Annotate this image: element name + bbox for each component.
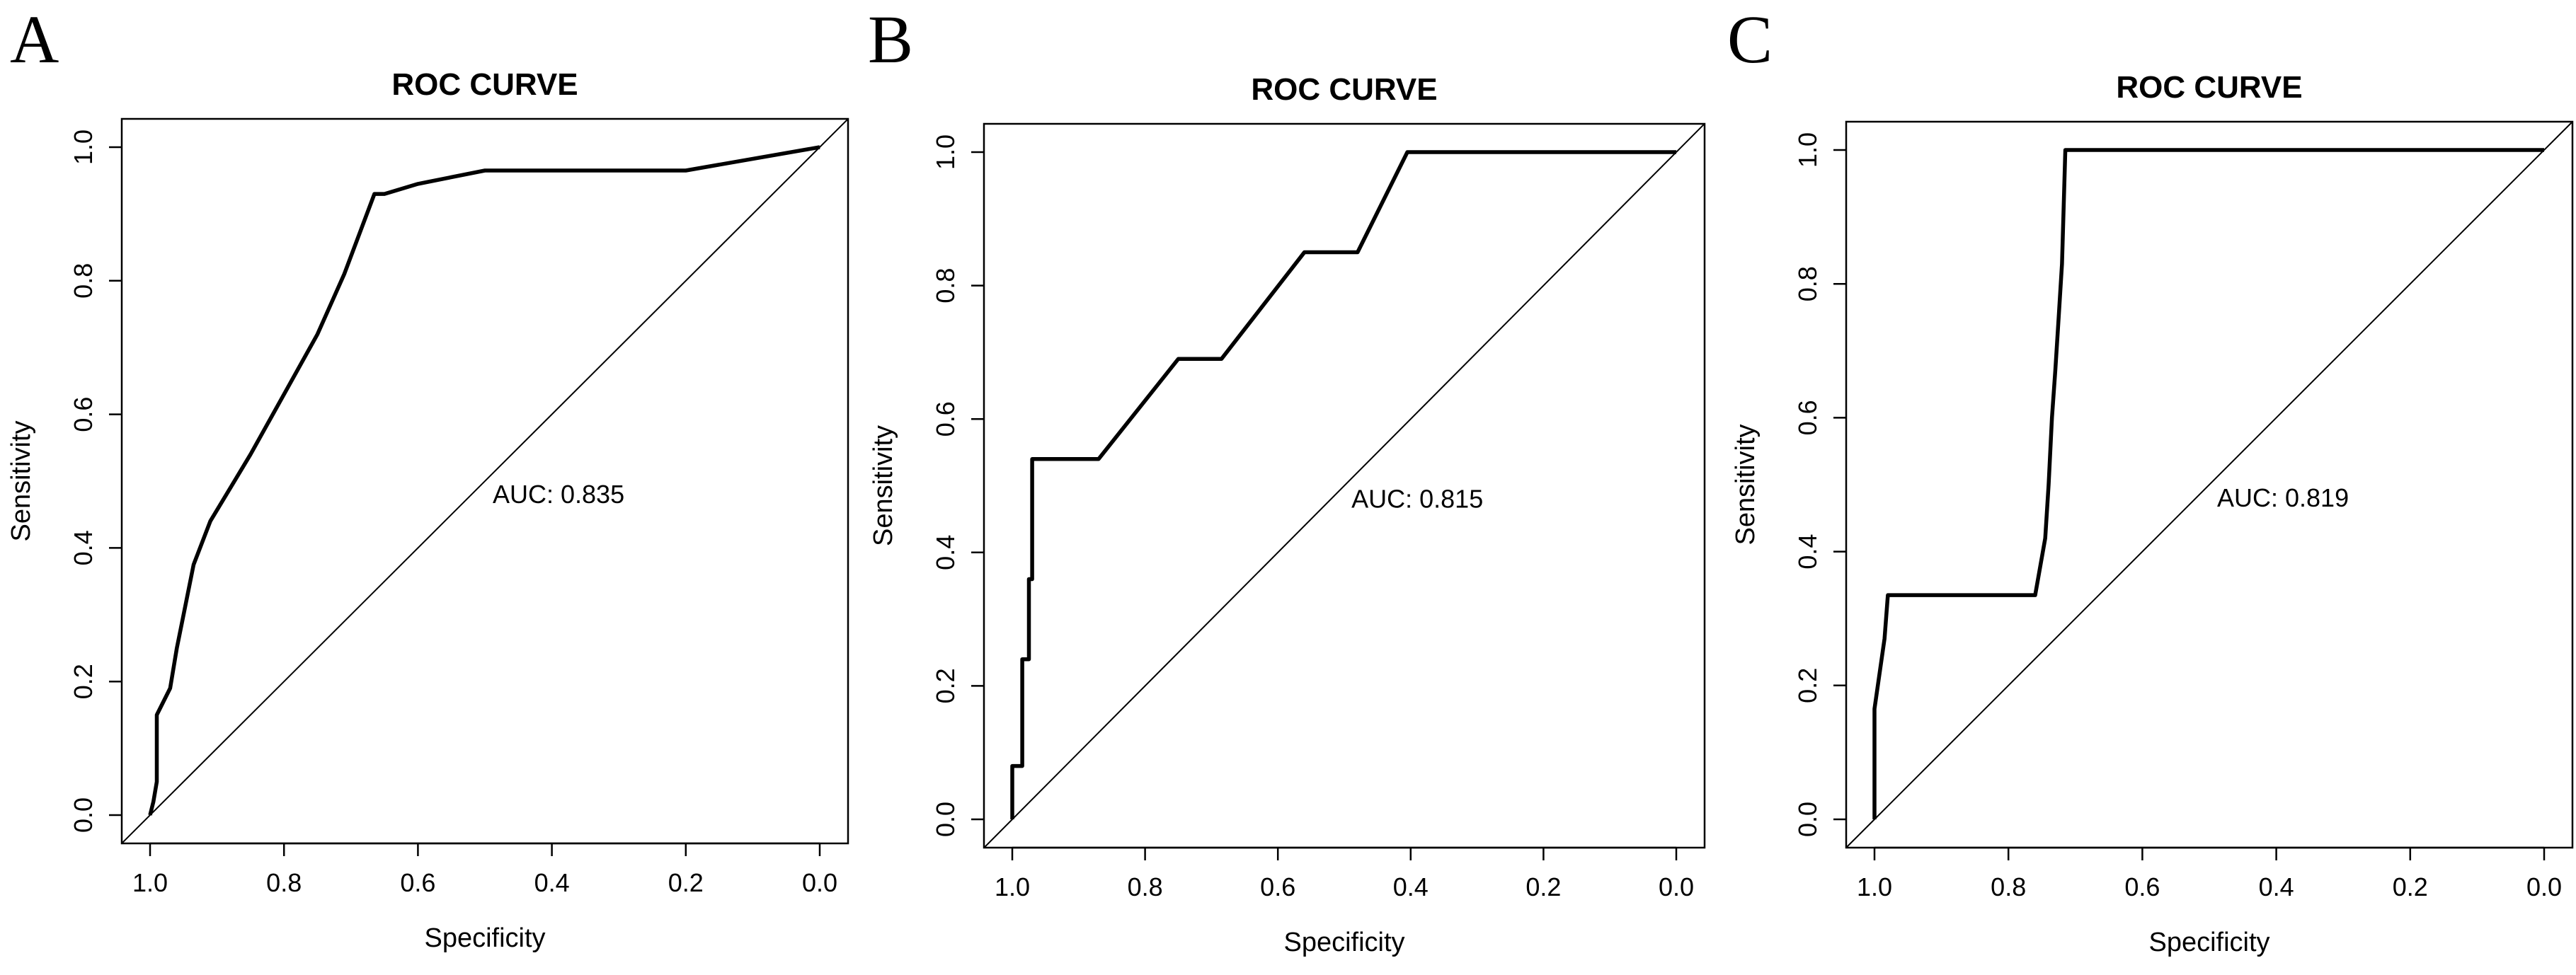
panel-letter: A bbox=[10, 1, 59, 77]
x-tick-label: 1.0 bbox=[1857, 872, 1892, 901]
panel-letter: C bbox=[1727, 1, 1773, 77]
x-tick-label: 0.8 bbox=[1128, 872, 1163, 901]
roc-curve-line bbox=[148, 145, 820, 816]
x-tick-label: 0.4 bbox=[1393, 872, 1429, 901]
x-tick-label: 0.4 bbox=[2259, 872, 2294, 901]
x-axis-label: Specificity bbox=[424, 923, 545, 953]
x-tick-label: 0.6 bbox=[1260, 872, 1295, 901]
y-tick-label: 0.6 bbox=[1793, 400, 1822, 435]
y-tick-label: 0.6 bbox=[69, 397, 98, 432]
reference-diagonal bbox=[1845, 121, 2573, 848]
y-axis-label: Sensitivity bbox=[869, 425, 898, 546]
chart-title: ROC CURVE bbox=[2116, 70, 2302, 105]
chart-title: ROC CURVE bbox=[391, 67, 578, 102]
y-tick-label: 0.8 bbox=[69, 263, 98, 299]
y-axis-label: Sensitivity bbox=[1731, 424, 1761, 545]
y-tick-label: 0.0 bbox=[69, 797, 98, 833]
x-tick-label: 0.8 bbox=[266, 868, 302, 897]
x-tick-label: 0.2 bbox=[2393, 872, 2428, 901]
roc-curve-line bbox=[1872, 148, 2544, 819]
x-tick-label: 0.6 bbox=[400, 868, 435, 897]
y-tick-label: 0.0 bbox=[1793, 802, 1822, 837]
roc-curve-line bbox=[1010, 150, 1676, 819]
chart-panel-a: A ROC CURVE 1.0 0.8 0.6 0.4 0.2 0.0 0.0 0.2 0.4 0.6… bbox=[6, 1, 849, 953]
x-tick-label: 0.8 bbox=[1991, 872, 2026, 901]
y-axis-label: Sensitivity bbox=[6, 420, 36, 541]
y-tick-label: 0.4 bbox=[69, 530, 98, 565]
y-tick-label: 0.0 bbox=[931, 802, 960, 837]
reference-diagonal bbox=[121, 118, 849, 844]
x-tick-label: 0.2 bbox=[668, 868, 704, 897]
auc-annotation: AUC: 0.819 bbox=[2217, 483, 2349, 512]
x-tick-label: 0.6 bbox=[2124, 872, 2160, 901]
y-tick-label: 0.4 bbox=[931, 535, 960, 570]
x-axis-label: Specificity bbox=[1283, 928, 1404, 957]
y-tick-label: 0.6 bbox=[931, 401, 960, 437]
y-tick-label: 0.4 bbox=[1793, 534, 1822, 570]
x-tick-label: 0.2 bbox=[1525, 872, 1561, 901]
reference-diagonal bbox=[983, 123, 1705, 848]
chart-title: ROC CURVE bbox=[1251, 72, 1437, 107]
y-tick-label: 1.0 bbox=[69, 129, 98, 165]
x-tick-label: 1.0 bbox=[995, 872, 1030, 901]
y-tick-label: 0.8 bbox=[931, 268, 960, 304]
auc-annotation: AUC: 0.835 bbox=[493, 480, 624, 509]
x-tick-label: 0.0 bbox=[2526, 872, 2562, 901]
y-tick-label: 1.0 bbox=[1793, 132, 1822, 168]
y-tick-label: 0.8 bbox=[1793, 266, 1822, 301]
x-axis-label: Specificity bbox=[2148, 928, 2269, 957]
panel-letter: B bbox=[868, 1, 913, 77]
y-tick-label: 1.0 bbox=[931, 134, 960, 170]
x-tick-label: 1.0 bbox=[132, 868, 168, 897]
x-tick-label: 0.0 bbox=[1659, 872, 1694, 901]
y-tick-label: 0.2 bbox=[69, 664, 98, 699]
y-tick-label: 0.2 bbox=[931, 668, 960, 703]
x-tick-label: 0.4 bbox=[534, 868, 570, 897]
chart-panel-c: C ROC CURVE 1.0 0.8 0.6 0.4 0.2 0.0 0.0 0.2 0.4 0.6… bbox=[1727, 1, 2574, 957]
chart-panel-b: B ROC CURVE 1.0 0.8 0.6 0.4 0.2 0.0 0.0 0.2 0.4 0.6… bbox=[868, 1, 1706, 957]
x-tick-label: 0.0 bbox=[802, 868, 837, 897]
y-tick-label: 0.2 bbox=[1793, 668, 1822, 703]
auc-annotation: AUC: 0.815 bbox=[1351, 484, 1483, 513]
